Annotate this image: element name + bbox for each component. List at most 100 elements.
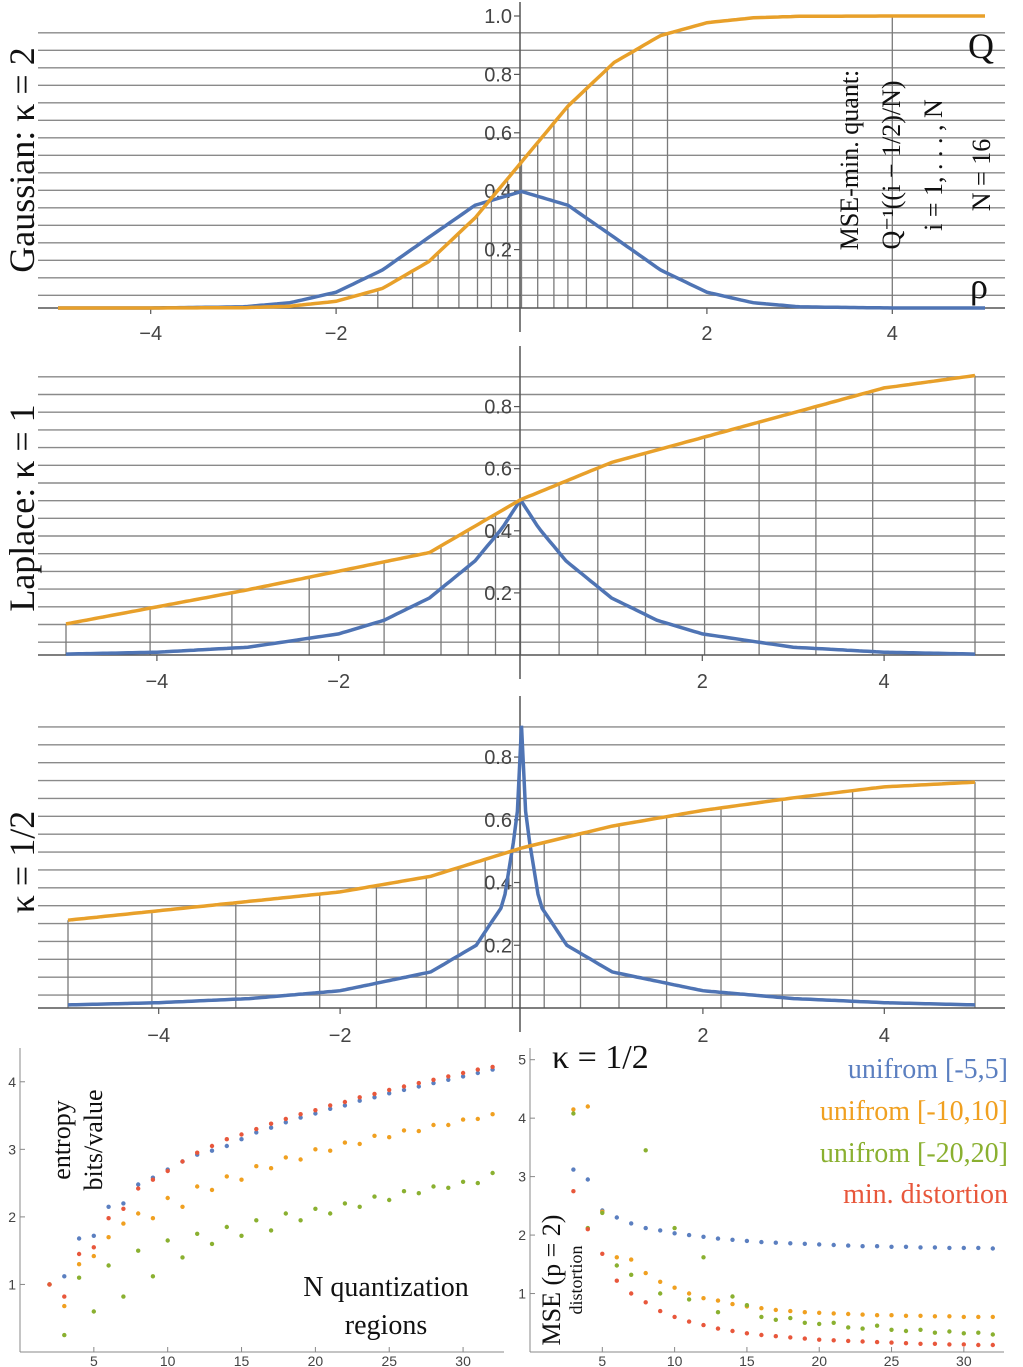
data-point (283, 1155, 288, 1160)
data-point (313, 1111, 318, 1116)
y-tick-label: 0.2 (484, 240, 512, 262)
data-point (817, 1310, 822, 1316)
data-point (76, 1251, 82, 1257)
data-point (715, 1326, 721, 1331)
data-point (658, 1228, 663, 1233)
data-point (672, 1285, 677, 1290)
data-point (759, 1239, 764, 1245)
data-point (802, 1320, 807, 1326)
data-point (431, 1184, 436, 1189)
data-point (932, 1245, 938, 1250)
data-point (730, 1301, 735, 1307)
data-point (715, 1310, 721, 1315)
data-point (62, 1294, 67, 1299)
data-point (918, 1341, 923, 1347)
data-point (571, 1167, 576, 1172)
data-point (328, 1148, 333, 1153)
side-label: Gaussian: κ = 2 (2, 47, 42, 272)
data-point (961, 1314, 966, 1320)
data-point (686, 1291, 692, 1296)
ylabel-line1: MSE (p = 2) (537, 1215, 566, 1346)
data-point (860, 1312, 865, 1317)
annotation-line: MSE-min. quant: (835, 70, 864, 251)
data-point (658, 1291, 663, 1296)
data-point (298, 1218, 303, 1223)
data-point (874, 1244, 880, 1249)
data-point (357, 1204, 362, 1210)
data-point (773, 1307, 778, 1313)
data-point (150, 1274, 156, 1279)
data-point (224, 1143, 229, 1149)
data-point (195, 1231, 200, 1237)
data-point (62, 1303, 67, 1309)
kappa-half-panel: 0.20.40.60.8−4 −2 2 4κ = 1/2 (2, 696, 1005, 1047)
y-tick-label: 4 (518, 1110, 526, 1126)
data-point (903, 1313, 909, 1319)
data-point (372, 1095, 377, 1100)
data-point (475, 1070, 480, 1076)
data-point (961, 1245, 966, 1251)
data-point (730, 1294, 735, 1299)
data-point (947, 1314, 952, 1319)
data-point (239, 1137, 244, 1142)
data-point (990, 1342, 995, 1348)
data-point (585, 1177, 590, 1182)
data-point (874, 1313, 880, 1318)
data-point (961, 1331, 966, 1336)
data-point (614, 1278, 619, 1283)
data-point (701, 1255, 706, 1260)
data-point (239, 1132, 244, 1137)
data-point (976, 1314, 981, 1320)
x-tick-label: 20 (811, 1353, 827, 1367)
y-tick-label: 0.2 (484, 583, 512, 605)
y-tick-label: 1 (518, 1286, 526, 1302)
data-point (342, 1103, 348, 1108)
ylabel-line2: distortion (566, 1245, 586, 1314)
data-point (947, 1342, 952, 1347)
y-tick-label: 0.8 (484, 397, 512, 419)
data-point (357, 1098, 362, 1103)
data-point (788, 1315, 793, 1321)
data-point (788, 1241, 793, 1246)
data-point (686, 1319, 692, 1324)
data-point (136, 1186, 141, 1191)
data-point (744, 1303, 750, 1308)
data-point (976, 1245, 981, 1251)
data-point (136, 1248, 141, 1253)
data-point (701, 1234, 706, 1240)
data-point (990, 1332, 995, 1337)
data-point (831, 1320, 836, 1326)
data-point (76, 1275, 82, 1280)
data-point (254, 1218, 259, 1223)
data-point (475, 1067, 480, 1072)
data-point (874, 1323, 880, 1328)
data-point (268, 1125, 274, 1130)
data-point (150, 1177, 156, 1182)
side-label: κ = 1/2 (2, 811, 42, 913)
data-point (195, 1150, 200, 1155)
data-point (136, 1211, 141, 1216)
data-point (62, 1332, 67, 1338)
data-point (629, 1257, 634, 1262)
data-point (629, 1291, 634, 1296)
y-tick-label: 5 (518, 1052, 526, 1068)
x-tick-label: 2 (697, 671, 708, 693)
y-tick-label: 4 (8, 1074, 16, 1090)
data-point (313, 1108, 318, 1113)
data-point (209, 1143, 215, 1149)
data-point (387, 1135, 392, 1140)
data-point (614, 1215, 619, 1220)
annotation-line: N = 16 (967, 139, 996, 211)
ylabel-line2: bits/value (79, 1089, 108, 1190)
data-point (860, 1326, 865, 1331)
data-point (614, 1263, 619, 1268)
data-point (239, 1177, 244, 1182)
data-point (629, 1272, 634, 1278)
data-point (475, 1116, 480, 1122)
data-point (91, 1245, 97, 1250)
annotation-line: Q⁻¹((i − 1/2)/N) (877, 80, 906, 249)
data-point (106, 1235, 111, 1240)
panel-title: κ = 1/2 (552, 1039, 649, 1076)
data-point (976, 1330, 981, 1335)
